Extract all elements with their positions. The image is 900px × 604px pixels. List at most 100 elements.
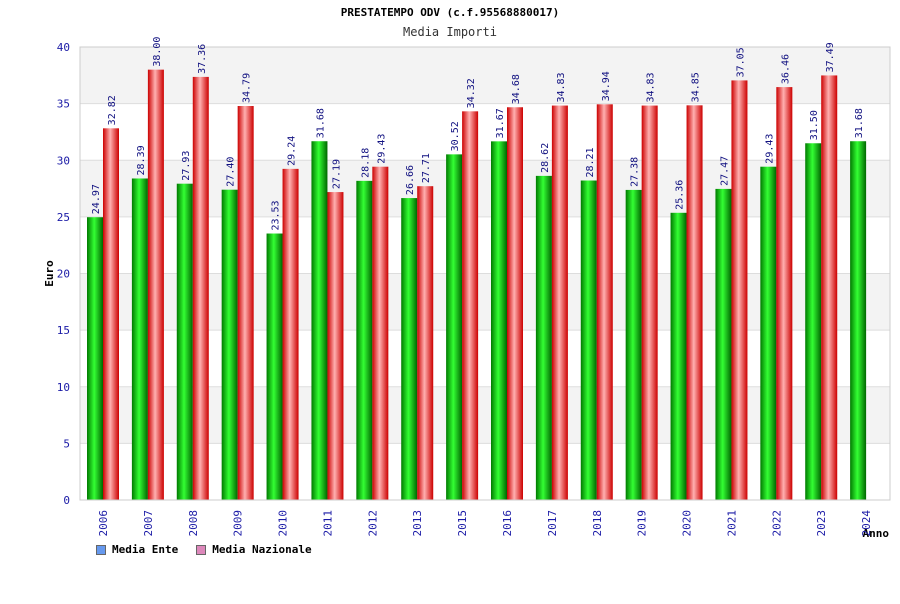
bar-media-ente bbox=[401, 198, 418, 500]
bar-media-ente bbox=[266, 233, 283, 500]
grid-band bbox=[80, 386, 890, 444]
bar-media-ente bbox=[356, 180, 373, 500]
chart-title: PRESTATEMPO ODV (c.f.95568880017) bbox=[340, 6, 560, 19]
bar-media-nazionale bbox=[282, 168, 299, 500]
bar-media-ente bbox=[805, 143, 822, 500]
y-tick-label: 35 bbox=[57, 98, 70, 111]
x-tick-label: 2012 bbox=[366, 510, 379, 537]
bar-media-ente bbox=[176, 183, 193, 500]
data-label-media-nazionale: 37.49 bbox=[825, 42, 836, 72]
bar-media-ente bbox=[87, 217, 103, 500]
y-axis-label: Euro bbox=[43, 260, 56, 287]
data-label-media-ente: 31.67 bbox=[495, 108, 506, 138]
y-tick-label: 15 bbox=[57, 324, 70, 337]
bar-media-nazionale bbox=[147, 69, 164, 501]
x-tick-label: 2011 bbox=[321, 510, 334, 537]
bar-media-ente bbox=[715, 188, 732, 500]
data-label-media-ente: 25.36 bbox=[675, 180, 686, 210]
x-tick-label: 2013 bbox=[411, 510, 424, 537]
bar-media-nazionale bbox=[327, 192, 344, 501]
x-tick-label: 2017 bbox=[546, 510, 559, 537]
data-label-media-nazionale: 38.00 bbox=[152, 37, 163, 67]
bar-media-nazionale bbox=[192, 76, 209, 500]
data-label-media-nazionale: 34.83 bbox=[646, 72, 657, 102]
data-label-media-ente: 27.93 bbox=[181, 151, 192, 181]
data-label-media-ente: 31.68 bbox=[315, 108, 326, 138]
bar-media-nazionale bbox=[686, 105, 703, 500]
data-label-media-nazionale: 34.94 bbox=[601, 71, 612, 101]
grid-band bbox=[80, 160, 890, 217]
bar-media-ente bbox=[491, 141, 507, 500]
bar-media-nazionale bbox=[551, 105, 568, 501]
data-label-media-nazionale: 36.46 bbox=[780, 54, 791, 84]
bar-media-ente bbox=[131, 178, 148, 500]
data-label-media-ente: 27.38 bbox=[630, 157, 641, 187]
data-label-media-ente: 27.40 bbox=[226, 157, 237, 187]
data-label-media-nazionale: 29.43 bbox=[376, 134, 387, 164]
x-tick-label: 2022 bbox=[770, 510, 783, 537]
y-tick-label: 20 bbox=[57, 268, 70, 281]
data-label-media-ente: 23.53 bbox=[271, 200, 282, 230]
plot-border bbox=[79, 46, 891, 501]
data-label-media-nazionale: 27.71 bbox=[421, 153, 432, 183]
data-label-media-ente: 31.50 bbox=[809, 110, 820, 140]
bar-media-ente bbox=[580, 180, 597, 501]
bar-media-nazionale bbox=[731, 80, 748, 500]
data-label-media-ente: 29.43 bbox=[764, 134, 775, 164]
bar-media-nazionale bbox=[507, 107, 523, 501]
bar-media-ente bbox=[850, 141, 867, 500]
legend-item-media-ente: Media Ente bbox=[96, 543, 178, 556]
bar-media-nazionale bbox=[103, 128, 119, 500]
bar-media-ente bbox=[221, 189, 238, 500]
bar-media-ente bbox=[670, 212, 687, 500]
bar-media-ente bbox=[446, 154, 463, 500]
x-tick-label: 2016 bbox=[501, 510, 514, 537]
chart-subtitle: Media Importi bbox=[403, 25, 497, 39]
legend-swatch-media-nazionale bbox=[196, 544, 207, 555]
x-tick-label: 2020 bbox=[681, 510, 694, 537]
data-label-media-nazionale: 34.32 bbox=[466, 78, 477, 108]
legend: Media Ente Media Nazionale bbox=[96, 543, 312, 556]
data-label-media-nazionale: 29.24 bbox=[287, 136, 298, 166]
y-tick-label: 0 bbox=[63, 494, 70, 507]
bar-media-ente bbox=[535, 175, 552, 501]
x-tick-label: 2010 bbox=[277, 510, 290, 537]
y-tick-label: 40 bbox=[57, 41, 70, 54]
x-tick-label: 2006 bbox=[97, 510, 110, 537]
data-label-media-ente: 31.68 bbox=[854, 108, 865, 138]
bar-media-nazionale bbox=[776, 87, 793, 500]
data-label-media-nazionale: 32.82 bbox=[107, 95, 118, 125]
data-label-media-ente: 28.21 bbox=[585, 147, 596, 177]
x-tick-label: 2008 bbox=[187, 510, 200, 537]
bar-media-nazionale bbox=[237, 106, 254, 501]
bar-media-nazionale bbox=[596, 104, 613, 500]
bar-media-ente bbox=[311, 141, 328, 500]
x-axis-label: Anno bbox=[863, 527, 890, 540]
grid-band bbox=[80, 47, 890, 104]
grid-band bbox=[80, 273, 890, 331]
data-label-media-nazionale: 34.83 bbox=[556, 72, 567, 102]
data-label-media-nazionale: 34.85 bbox=[691, 72, 702, 102]
bar-media-nazionale bbox=[462, 111, 479, 501]
data-label-media-ente: 27.47 bbox=[719, 156, 730, 186]
data-label-media-ente: 28.62 bbox=[540, 143, 551, 173]
data-label-media-ente: 30.52 bbox=[450, 121, 461, 151]
data-label-media-nazionale: 34.68 bbox=[511, 74, 522, 104]
y-tick-label: 10 bbox=[57, 381, 70, 394]
x-tick-label: 2021 bbox=[725, 510, 738, 537]
data-label-media-ente: 26.66 bbox=[405, 165, 416, 195]
bar-media-nazionale bbox=[372, 166, 389, 500]
data-label-media-ente: 24.97 bbox=[91, 184, 102, 214]
data-label-media-nazionale: 34.79 bbox=[242, 73, 253, 103]
legend-swatch-media-ente bbox=[96, 544, 106, 555]
y-tick-label: 30 bbox=[57, 154, 70, 167]
x-tick-label: 2023 bbox=[815, 510, 828, 537]
data-label-media-ente: 28.39 bbox=[136, 145, 147, 175]
x-tick-label: 2024 bbox=[860, 510, 873, 537]
y-tick-label: 5 bbox=[63, 437, 70, 450]
legend-label-media-ente: Media Ente bbox=[112, 543, 179, 556]
data-label-media-nazionale: 37.05 bbox=[735, 47, 746, 77]
bar-media-ente bbox=[625, 189, 642, 500]
